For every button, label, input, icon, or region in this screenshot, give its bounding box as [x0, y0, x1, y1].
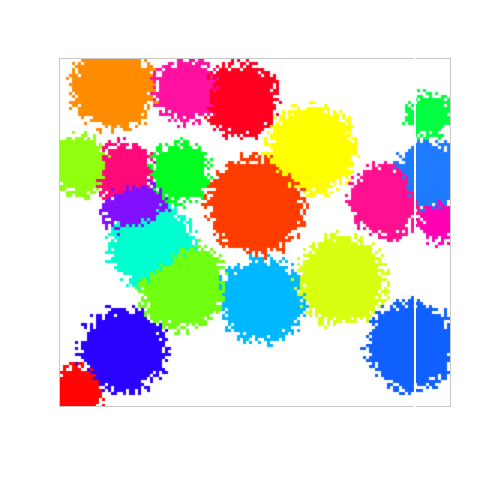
cluster-canvas	[60, 59, 450, 406]
board-divider-line	[414, 58, 416, 407]
simulation-board	[59, 58, 451, 407]
